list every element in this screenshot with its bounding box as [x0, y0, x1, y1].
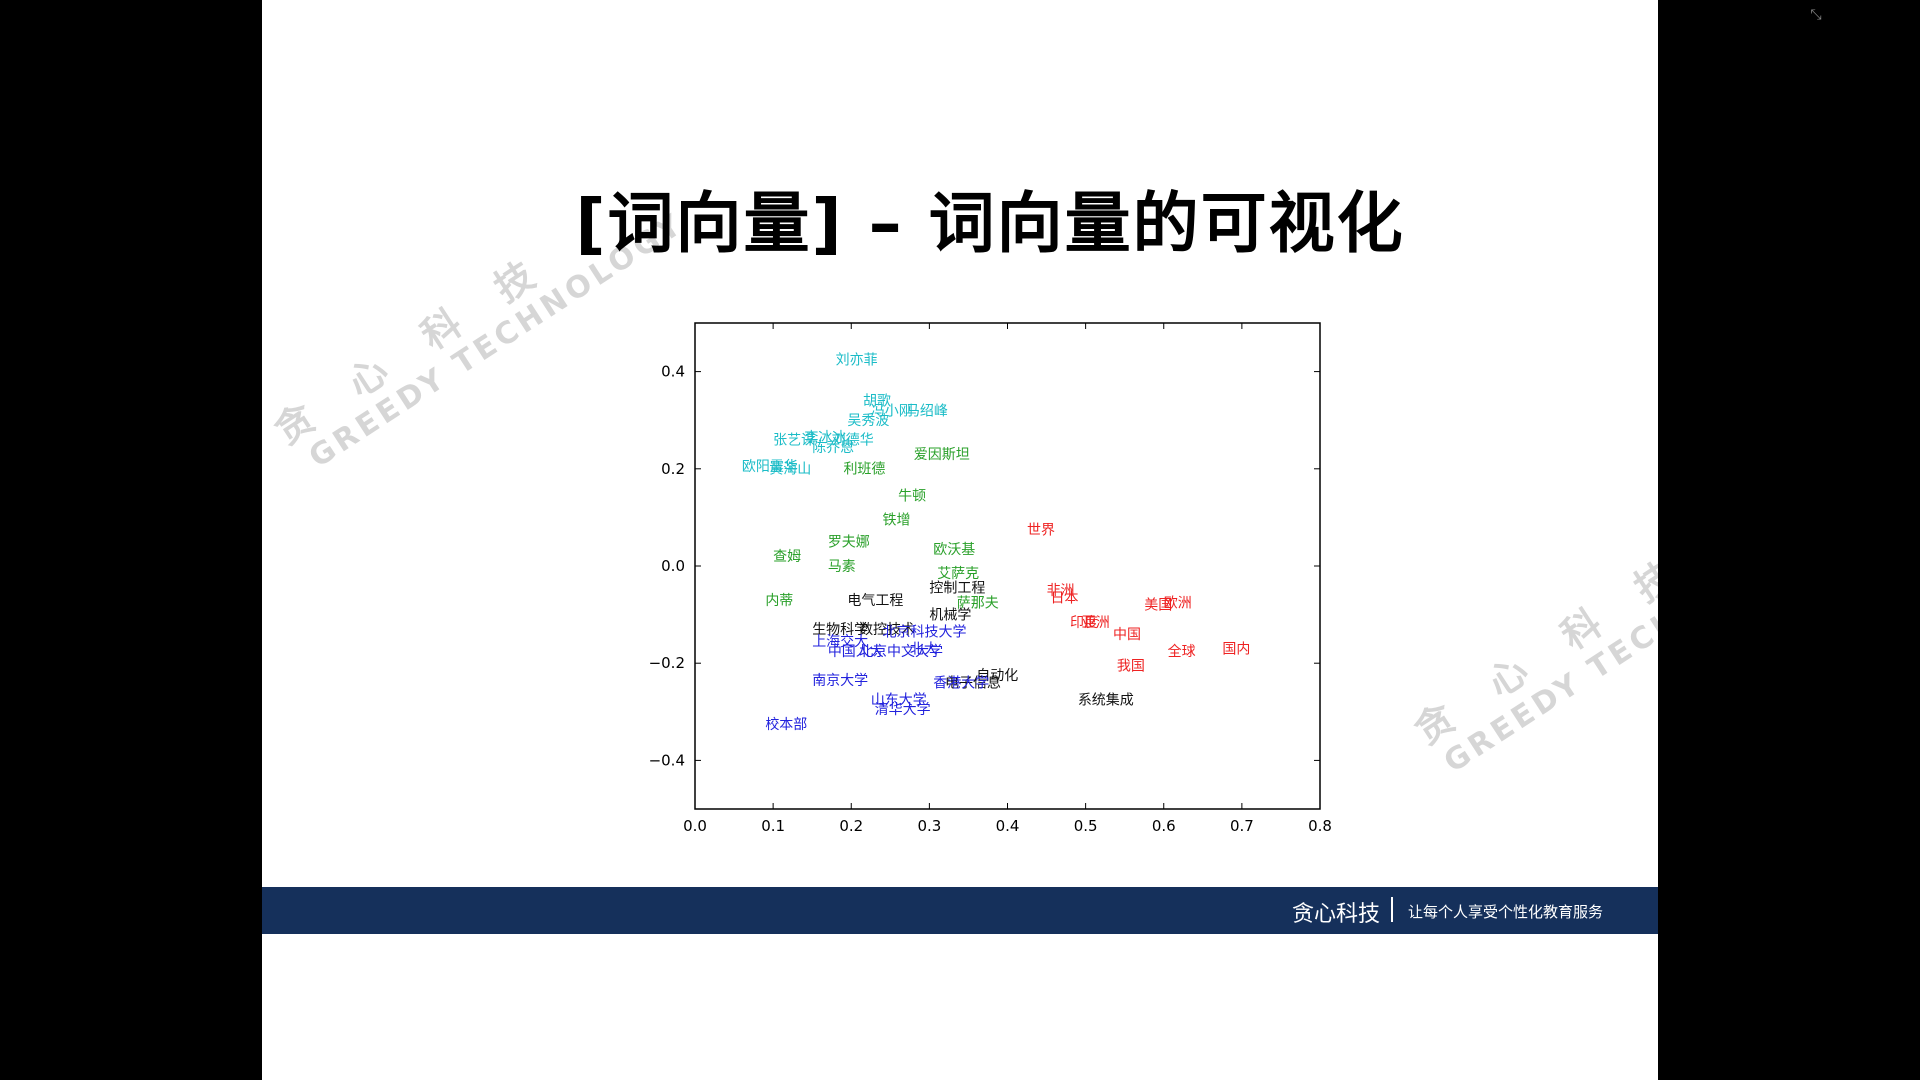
word-point-label: 冯小刚: [871, 403, 913, 419]
word-point-label: 北京科技大学: [883, 624, 967, 640]
word-point-label: 电子信息: [945, 675, 1001, 692]
slide: 贪 心 科 技 GREEDY TECHNOLOGY 贪 心 科 技 GREEDY…: [262, 0, 1658, 1080]
x-tick-label: 0.5: [1074, 817, 1098, 835]
word-point-label: 校本部: [765, 716, 807, 733]
x-tick-label: 0.3: [917, 817, 941, 835]
word-point-label: 李冰冰: [804, 430, 846, 446]
word-point-label: 吴秀波: [847, 413, 889, 429]
word-point-label: 中国: [1113, 627, 1141, 643]
word-point-label: 内蒂: [765, 593, 793, 609]
left-letterbox: [0, 0, 262, 1080]
word-point-label: 全球: [1168, 643, 1196, 660]
footer-slogan: 让每个人享受个性化教育服务: [1407, 903, 1603, 921]
word-point-label: 利班德: [843, 462, 885, 478]
word-point-label: 电气工程: [847, 593, 903, 609]
word-point-label: 亚洲: [1082, 615, 1110, 631]
word-point-label: 刘亦菲: [836, 352, 878, 368]
y-tick-label: 0.4: [661, 363, 685, 381]
word-point-label: 香港大学: [933, 676, 989, 692]
x-tick-label: 0.4: [996, 817, 1020, 835]
word-vector-scatter-chart: 0.0 0.1 0.2 0.3 0.4 0.5 0.6 0.7 0.8 0.4 0.2 0.0 −0.2…: [649, 322, 1332, 835]
word-point-label: 罗夫娜: [828, 535, 870, 551]
word-point-label: 机械学: [929, 607, 971, 623]
x-tick-label: 0.7: [1230, 817, 1254, 835]
word-point-label: 数控技术: [859, 622, 915, 638]
exit-fullscreen-icon[interactable]: ⤡: [1810, 7, 1822, 23]
word-point-label: 北大: [910, 641, 938, 657]
word-point-label: 马绍峰: [906, 403, 948, 419]
slide-title: [词向量] – 词向量的可视化: [575, 185, 1405, 262]
word-point-label: 刘德华: [832, 433, 874, 449]
plot-frame: [694, 322, 1321, 810]
y-tick-label: 0.2: [661, 460, 685, 478]
word-point-label: 欧沃基: [933, 541, 975, 558]
word-point-label: 马素: [828, 559, 856, 575]
word-point-label: 自动化: [976, 668, 1018, 684]
word-point-label: 萨那夫: [957, 595, 999, 611]
x-tick-label: 0.8: [1308, 817, 1332, 835]
word-point-label: 控制工程: [929, 581, 985, 597]
y-tick-label: 0.0: [661, 557, 685, 575]
word-point-label: 美国: [1144, 598, 1172, 614]
word-point-label: 山东大学: [871, 693, 927, 709]
word-point-label: 北京中文大学: [859, 644, 943, 660]
word-point-label: 铁增: [883, 513, 911, 529]
footer-bar: 贪心科技 让每个人享受个性化教育服务: [262, 887, 1658, 934]
word-point-label: 中国人大: [828, 644, 884, 660]
word-point-label: 生物科学: [812, 622, 868, 638]
word-point-label: 国内: [1222, 641, 1250, 657]
y-tick-label: −0.2: [649, 654, 685, 672]
right-letterbox: [1658, 0, 1920, 1080]
word-point-label: 牛顿: [898, 488, 926, 504]
word-point-label: 张艺谋: [773, 433, 815, 449]
x-tick-label: 0.0: [683, 817, 707, 835]
word-point-label: 欧洲: [1164, 595, 1192, 611]
word-point-label: 南京大学: [812, 673, 868, 689]
word-point-label: 胡歌: [863, 394, 891, 410]
word-point-label: 查姆: [773, 549, 801, 565]
y-tick-label: −0.4: [649, 751, 685, 769]
x-tick-label: 0.1: [761, 817, 785, 835]
word-point-label: 印度: [1070, 615, 1098, 631]
word-point-label: 清华大学: [875, 702, 931, 718]
word-point-label: 世界: [1027, 522, 1055, 538]
word-point-label: 上海交大: [812, 633, 868, 650]
word-point-label: 黄海山: [769, 461, 811, 478]
footer-brand: 贪心科技: [1291, 902, 1380, 927]
word-point-label: 爱因斯坦: [914, 447, 970, 463]
word-point-label: 非洲: [1047, 583, 1075, 599]
word-point-label: 我国: [1117, 658, 1145, 674]
word-point-label: 日本: [1050, 590, 1078, 606]
x-tick-label: 0.2: [839, 817, 863, 835]
word-point-label: 陈乔恩: [812, 439, 854, 456]
word-point-label: 欧阳震华: [742, 459, 798, 475]
footer-separator: [1391, 897, 1393, 922]
word-point-label: 艾萨克: [937, 566, 979, 582]
x-tick-label: 0.6: [1152, 817, 1176, 835]
word-point-label: 系统集成: [1078, 692, 1134, 709]
